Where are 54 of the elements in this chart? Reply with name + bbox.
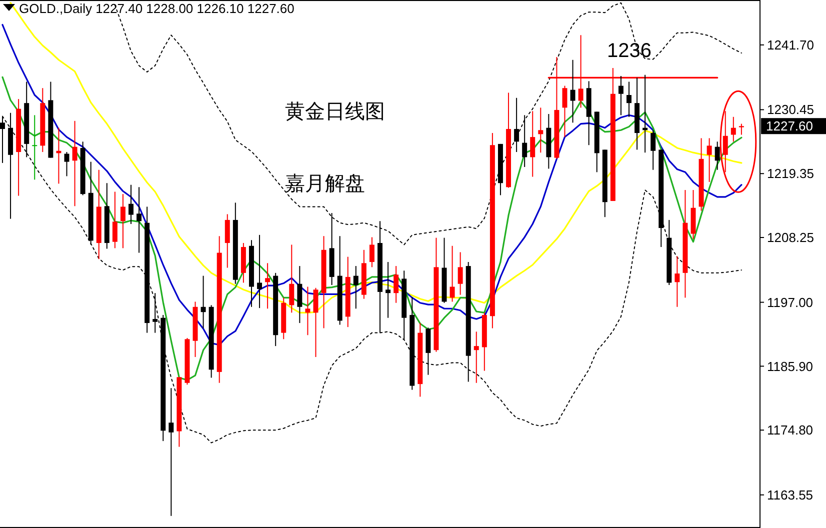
candlestick [200, 275, 206, 329]
candlestick [618, 76, 624, 116]
candlestick [265, 262, 270, 310]
candlestick [305, 286, 310, 336]
candlestick [257, 234, 262, 309]
candlestick [369, 236, 374, 268]
candlestick [570, 59, 576, 124]
candlestick [386, 261, 391, 318]
candlestick [706, 138, 712, 182]
candlestick [353, 266, 358, 310]
candlestick [474, 331, 479, 384]
candlestick [32, 114, 38, 180]
y-tick-label: 1230.45 [767, 102, 814, 118]
candlestick [120, 194, 126, 249]
candlestick [224, 214, 230, 268]
candlestick [394, 266, 399, 304]
y-tick-label: 1197.00 [767, 294, 814, 310]
candlestick [168, 388, 174, 516]
candlestick [152, 292, 158, 334]
text: 1227.60 [766, 118, 813, 134]
candlestick [112, 191, 118, 249]
candlestick [562, 85, 568, 138]
annotation: 黄金日线图 [285, 101, 385, 123]
line-series [2, 76, 742, 381]
line-series [2, 24, 742, 346]
candlestick [514, 97, 520, 153]
candlestick [650, 130, 656, 170]
y-tick-label: 1208.25 [767, 230, 814, 246]
candlestick [538, 107, 544, 154]
line-series [10, 2, 742, 314]
y-tick-label: 1219.35 [767, 166, 814, 182]
candlestick [530, 110, 536, 178]
candlestick [522, 114, 528, 168]
y-tick-label: 1174.80 [767, 422, 814, 438]
candlestick [64, 152, 70, 177]
annotation: 1236 [607, 40, 652, 62]
candlestick [313, 287, 318, 358]
candlestick [450, 245, 455, 302]
chart-title: GOLD.,Daily 1227.40 1228.00 1226.10 1227.60 [19, 1, 294, 16]
y-tick-label: 1185.90 [767, 358, 814, 374]
candlestick [289, 244, 294, 314]
candlestick [674, 256, 680, 308]
candlestick [714, 141, 720, 170]
y-tick-label: 1163.55 [767, 487, 814, 502]
candlestick [722, 110, 728, 173]
candlestick [730, 116, 736, 142]
candlestick [626, 81, 632, 118]
candlestick [136, 186, 142, 254]
annotation: 嘉月解盘 [285, 173, 365, 195]
candlestick [458, 252, 463, 296]
candlestick [72, 120, 78, 207]
candlestick [297, 266, 302, 324]
candlestick [128, 184, 134, 224]
y-tick-label: 1241.70 [767, 37, 814, 52]
